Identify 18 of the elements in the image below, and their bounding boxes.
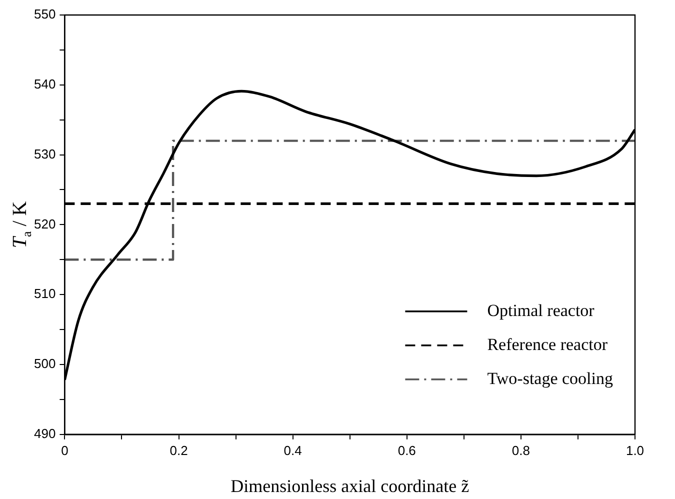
y-axis-title: Ta / K [9,200,34,248]
y-tick-label: 490 [34,426,56,441]
y-tick-label: 550 [34,6,56,22]
x-tick-label: 0.8 [512,442,530,458]
x-tick-label: 0 [61,442,68,458]
y-tick-label: 520 [34,216,56,232]
y-tick-label: 510 [34,286,56,302]
x-tick-label: 0.4 [284,442,302,458]
y-tick-label: 530 [34,146,56,162]
y-tick-label: 540 [34,76,56,92]
legend-label: Two-stage cooling [487,368,614,388]
x-axis-title: Dimensionless axial coordinate z̃ [230,476,470,496]
legend-label: Reference reactor [487,334,608,354]
x-tick-label: 0.2 [170,442,188,458]
x-tick-label: 0.6 [398,442,416,458]
y-tick-label: 500 [34,356,56,372]
legend-label: Optimal reactor [487,300,595,320]
x-tick-label: 1.0 [626,442,644,458]
